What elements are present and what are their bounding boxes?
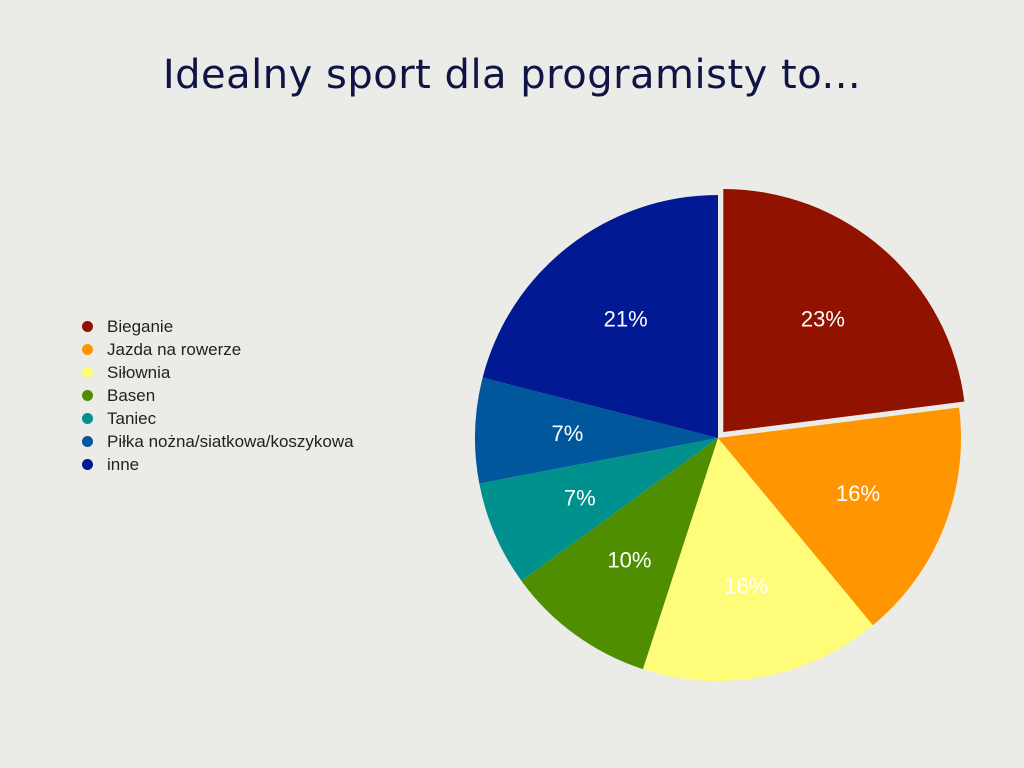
legend-item-jazda-na-rowerze: Jazda na rowerze: [82, 338, 354, 361]
legend-label: Piłka nożna/siatkowa/koszykowa: [107, 431, 354, 451]
pie-slice-label-silownia: 16%: [724, 573, 768, 598]
pie-slices: [475, 188, 965, 681]
legend-dot-icon: [82, 321, 93, 332]
legend-label: Taniec: [107, 408, 157, 428]
pie-slice-jazda-na-rowerze: [718, 407, 961, 626]
legend-item-basen: Basen: [82, 384, 354, 407]
pie-slice-labels: 23% 16% 16% 10% 7% 7% 21%: [552, 306, 881, 598]
legend-label: Siłownia: [107, 362, 171, 382]
pie-slice-silownia: [642, 438, 873, 681]
pie-slice-label-bieganie: 23%: [801, 306, 845, 331]
chart-legend: Bieganie Jazda na rowerze Siłownia Basen Tan…: [82, 315, 354, 476]
legend-dot-icon: [82, 436, 93, 447]
legend-label: Basen: [107, 385, 156, 405]
pie-slice-label-basen: 10%: [607, 547, 651, 572]
legend-item-taniec: Taniec: [82, 407, 354, 430]
legend-dot-icon: [82, 367, 93, 378]
pie-slice-pilka-nozna-siatkowa-koszykowa: [475, 377, 718, 484]
pie-slice-taniec: [479, 438, 718, 581]
legend-dot-icon: [82, 459, 93, 470]
legend-item-inne: inne: [82, 453, 354, 476]
legend-label: inne: [107, 454, 140, 474]
legend-label: Jazda na rowerze: [107, 339, 242, 359]
pie-slice-inne: [482, 195, 718, 438]
legend-item-silownia: Siłownia: [82, 361, 354, 384]
legend-item-bieganie: Bieganie: [82, 315, 354, 338]
legend-label: Bieganie: [107, 316, 174, 336]
pie-slice-bieganie: [723, 188, 965, 432]
pie-slice-label-jazda-na-rowerze: 16%: [836, 481, 880, 506]
legend-dot-icon: [82, 413, 93, 424]
legend-dot-icon: [82, 390, 93, 401]
chart-title: Idealny sport dla programisty to...: [162, 52, 862, 98]
pie-slice-label-inne: 21%: [604, 306, 648, 331]
legend-item-pilka-nozna-siatkowa-koszykowa: Piłka nożna/siatkowa/koszykowa: [82, 430, 354, 453]
legend-dot-icon: [82, 344, 93, 355]
pie-slice-label-taniec: 7%: [564, 485, 596, 510]
pie-slice-basen: [521, 438, 718, 670]
pie-slice-label-pilka-nozna-siatkowa-koszykowa: 7%: [552, 421, 584, 446]
